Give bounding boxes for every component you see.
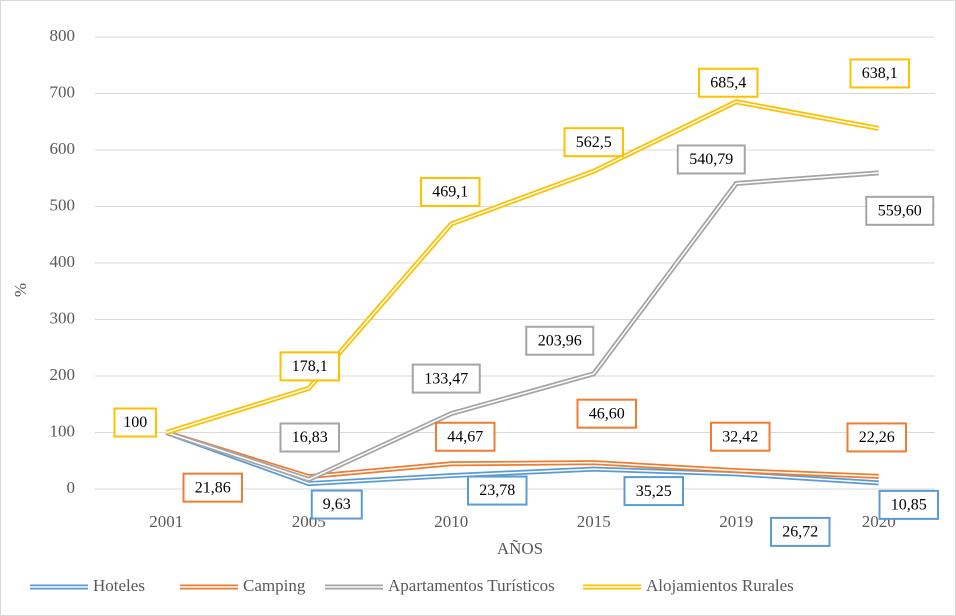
data-label: 23,78 [479,482,515,499]
y-tick-label: 0 [67,478,76,497]
data-label-box [846,422,907,453]
data-label-box [113,407,157,438]
legend-label: Hoteles [93,576,145,595]
data-label-box [182,472,243,503]
data-label: 26,72 [782,524,818,541]
data-label: 16,83 [292,429,328,446]
data-label: 203,96 [538,332,582,349]
data-label-box [411,363,481,394]
data-label-box [878,489,939,520]
data-label: 559,60 [878,202,922,219]
data-label-box [676,144,746,175]
data-label-box [623,476,684,507]
data-label-box [310,489,363,520]
y-tick-label: 600 [50,139,76,158]
legend-label: Camping [243,576,306,595]
x-tick-label: 2010 [434,512,468,531]
data-label-box [420,176,481,207]
x-tick-label: 2015 [577,512,611,531]
x-axis-title: AÑOS [497,539,543,558]
data-label: 21,86 [195,479,231,496]
y-tick-label: 100 [50,421,76,440]
data-label: 133,47 [424,370,468,387]
data-label-box [467,475,528,506]
data-label-box [279,351,340,382]
data-label-box [435,421,496,452]
y-tick-label: 800 [50,26,76,45]
data-label-box [849,58,910,89]
x-tick-label: 2001 [149,512,183,531]
legend-label: Apartamentos Turísticos [388,576,555,595]
data-label: 46,60 [589,405,625,422]
data-label: 638,1 [862,65,898,82]
data-label-box [525,325,595,356]
legend-label: Alojamientos Rurales [646,576,794,595]
series-line-inner [166,100,879,434]
data-label: 178,1 [292,358,328,375]
x-tick-label: 2019 [719,512,753,531]
y-tick-label: 700 [50,82,76,101]
y-tick-label: 200 [50,365,76,384]
data-label: 44,67 [447,428,483,445]
data-label-box [865,195,935,226]
data-label: 562,5 [576,134,612,151]
y-tick-label: 500 [50,195,76,214]
data-label-box [770,516,831,547]
data-label: 32,42 [722,428,758,445]
data-label: 469,1 [432,184,468,201]
data-label: 100 [123,414,147,431]
data-label: 685,4 [710,74,746,91]
data-label-box [698,67,759,98]
data-label: 10,85 [891,497,927,514]
data-label-box [279,422,340,453]
y-tick-label: 300 [50,308,76,327]
data-label-box [563,127,624,158]
data-label: 22,26 [859,429,895,446]
y-tick-label: 400 [50,252,76,271]
data-label: 35,25 [636,483,672,500]
data-label: 540,79 [689,151,733,168]
data-label-box [576,398,637,429]
data-label-box [710,421,771,452]
series-line-inner [166,172,879,481]
y-axis-title: % [11,283,30,297]
series-line-inner [165,431,879,485]
data-label: 9,63 [323,496,351,513]
